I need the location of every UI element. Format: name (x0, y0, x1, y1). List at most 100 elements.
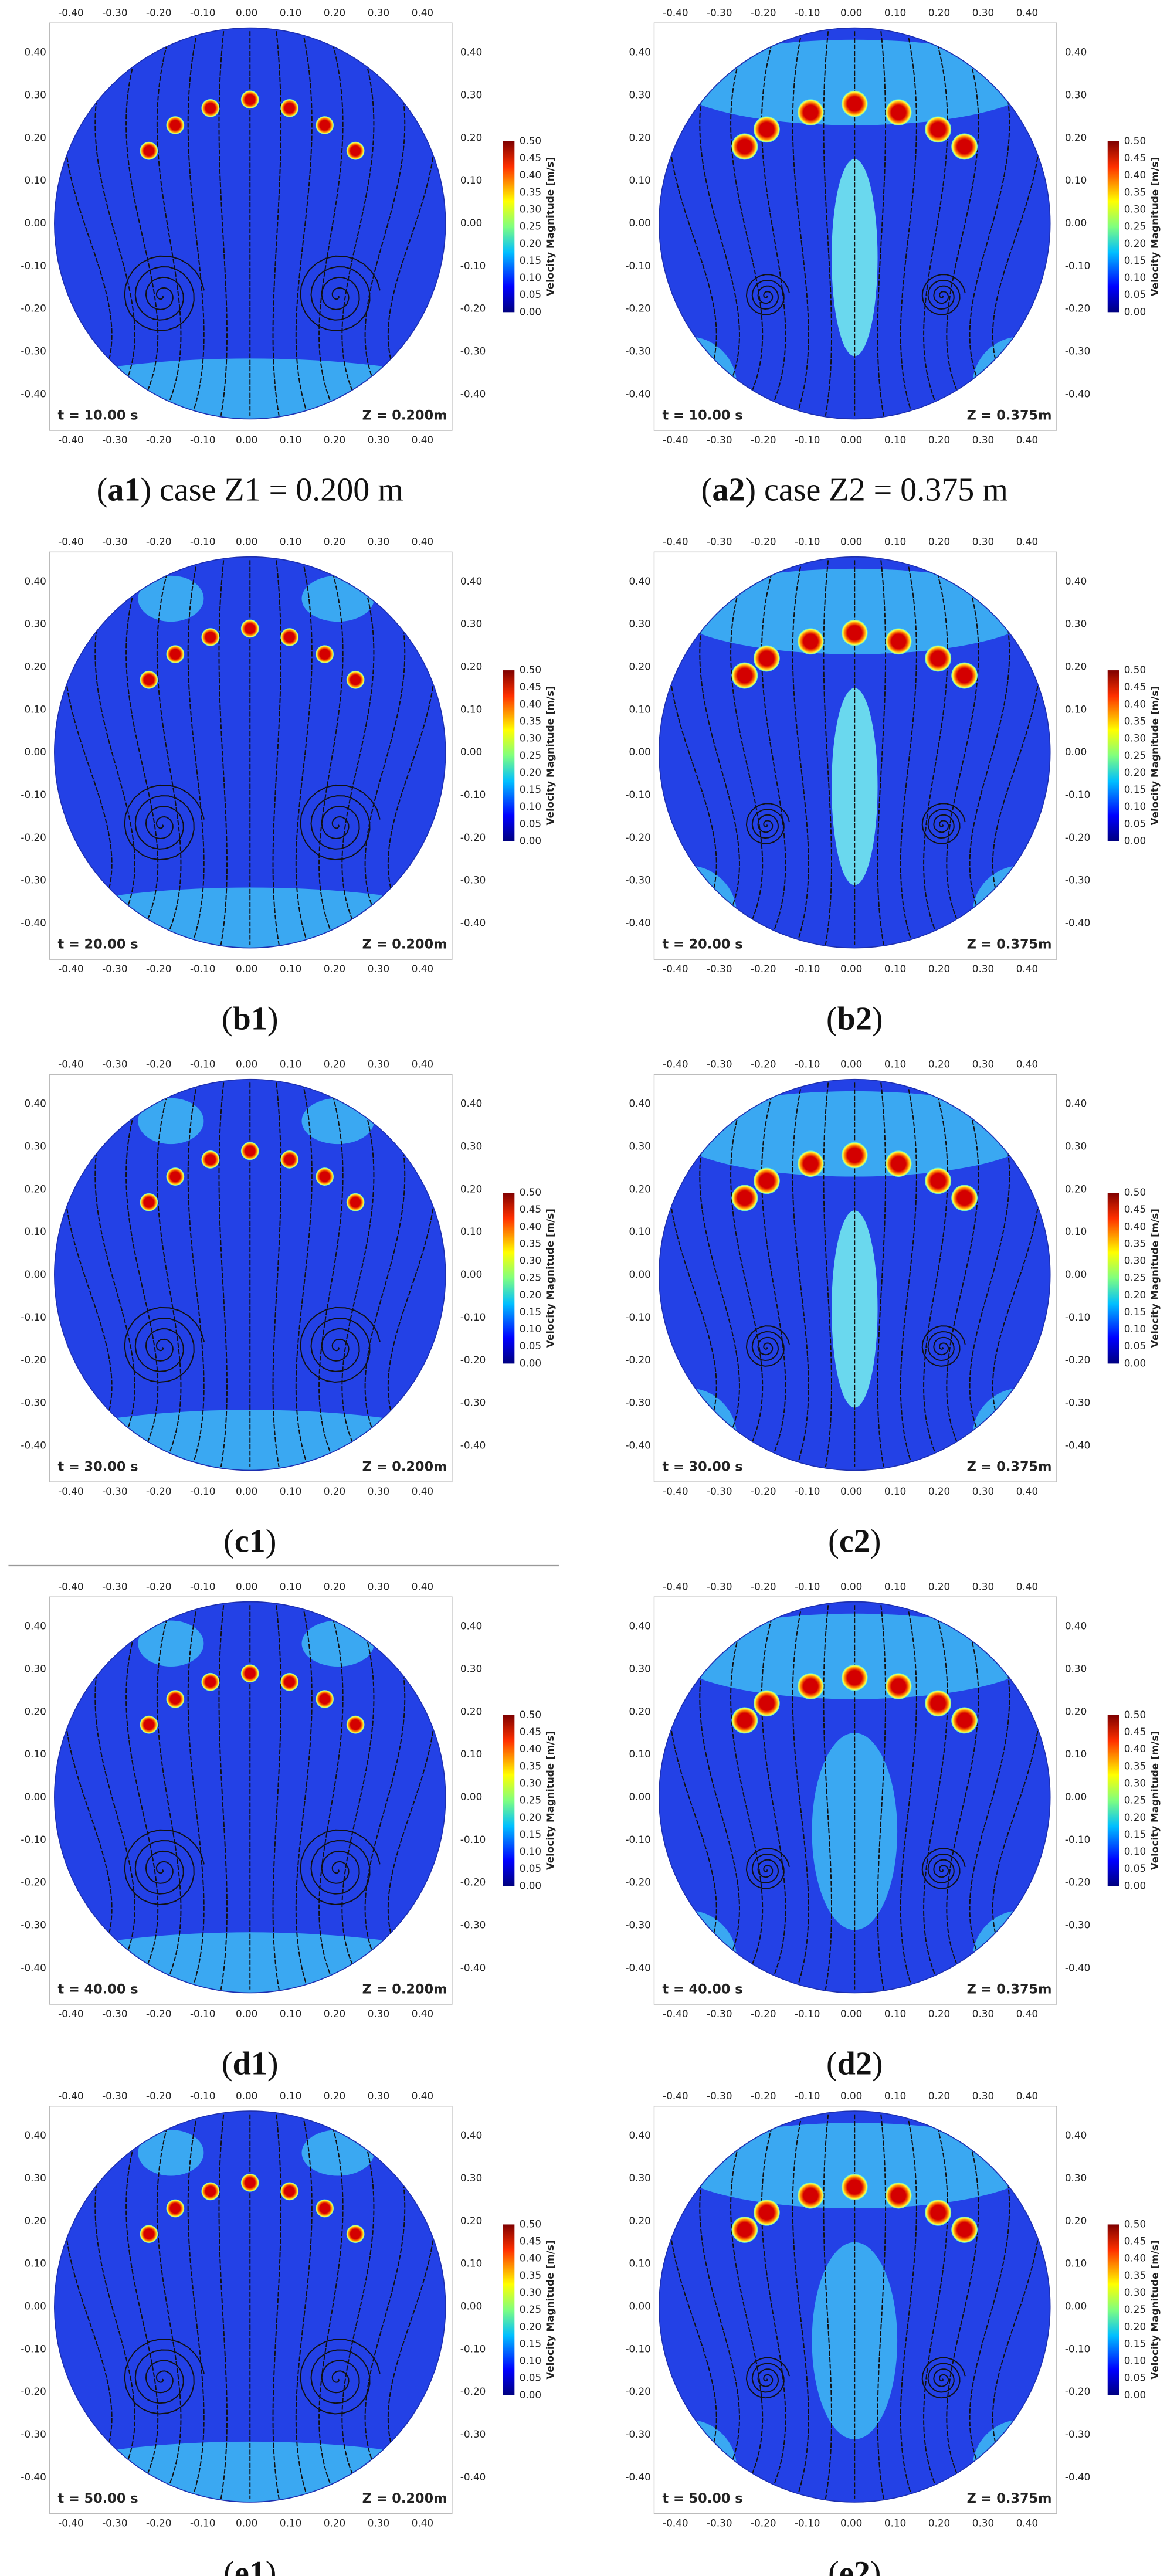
streamline (318, 560, 344, 945)
y-tick-label: 0.00 (1065, 1791, 1087, 1803)
streamline (187, 560, 205, 945)
caption-text: ) (267, 2045, 279, 2082)
x-tick-label: 0.00 (840, 963, 862, 975)
streamline (923, 1082, 948, 1468)
streamline (877, 1605, 887, 1990)
colorbar-tick-label: 0.05 (1124, 817, 1146, 829)
caption-open: ( (701, 471, 713, 508)
streamline (156, 1604, 182, 1990)
colorbar-tick-label: 0.05 (520, 1862, 541, 1874)
source (731, 662, 758, 689)
x-tick-label: 0.20 (928, 963, 950, 975)
y-tick-label: -0.40 (460, 388, 486, 399)
colorbar-tick-label: 0.00 (520, 1357, 541, 1369)
source (925, 116, 952, 143)
x-tick-label: 0.10 (884, 1485, 906, 1497)
y-tick-label: 0.20 (629, 131, 650, 143)
frame (49, 1596, 453, 2005)
y-tick-label: 0.40 (1065, 2129, 1087, 2141)
x-tick-label: 0.40 (412, 2008, 433, 2020)
colorbar (1107, 1715, 1119, 1886)
slow-region (674, 568, 1036, 654)
y-tick-label: 0.00 (460, 217, 482, 229)
y-tick-label: 0.20 (629, 1183, 650, 1194)
source (346, 670, 365, 689)
source (201, 2182, 220, 2201)
y-tick-label: 0.10 (1065, 1226, 1087, 1237)
y-tick-label: 0.30 (460, 2172, 482, 2184)
x-tick-label: -0.30 (102, 536, 127, 548)
y-tick-label: 0.40 (629, 1098, 650, 1109)
panel: -0.40 -0.40 -0.30 -0.30 -0.20 -0.20 -0.10 -0.10… (625, 536, 1161, 1037)
y-tick-label: -0.20 (625, 2385, 650, 2397)
colorbar-title: Velocity Magnitude [m/s] (1149, 157, 1161, 296)
streamline (187, 1082, 205, 1468)
y-tick-label: -0.30 (460, 874, 486, 886)
source (731, 2216, 758, 2243)
slow-region (674, 2123, 1036, 2208)
x-tick-label: 0.00 (236, 2517, 257, 2529)
source (316, 116, 334, 134)
x-tick-label: 0.10 (280, 6, 301, 18)
frame (653, 2106, 1057, 2514)
x-tick-label: -0.20 (751, 2090, 776, 2102)
source (731, 1707, 758, 1734)
x-tick-label: -0.30 (102, 434, 127, 446)
caption: (a1) case Z1 = 0.200 m (97, 471, 403, 508)
slow-region (138, 1098, 204, 1145)
y-tick-label: 0.00 (629, 2300, 650, 2312)
colorbar-tick-label: 0.10 (520, 2355, 541, 2367)
x-tick-label: -0.10 (795, 536, 820, 548)
outline (659, 1078, 1051, 1471)
y-tick-label: 0.20 (24, 1183, 46, 1194)
x-tick-label: -0.10 (190, 963, 215, 975)
source (753, 2199, 780, 2226)
y-tick-label: -0.30 (1065, 1919, 1090, 1931)
streamline (923, 1604, 948, 1990)
y-tick-label: 0.30 (460, 89, 482, 100)
y-tick-label: 0.40 (1065, 1620, 1087, 1632)
y-tick-label: 0.40 (460, 46, 482, 58)
caption-label: a2 (712, 471, 745, 508)
x-tick-label: 0.30 (972, 434, 994, 446)
caption: (d1) (222, 2045, 278, 2082)
x-tick-label: -0.30 (102, 2090, 127, 2102)
y-tick-label: 0.20 (1065, 660, 1087, 672)
x-tick-label: -0.30 (102, 963, 127, 975)
caption-text: ) (266, 1523, 277, 1559)
x-tick-label: 0.20 (928, 536, 950, 548)
streamline (946, 559, 979, 945)
x-tick-label: 0.10 (280, 2008, 301, 2020)
x-tick-label: -0.10 (795, 1485, 820, 1497)
source (731, 1185, 758, 1211)
z-label: Z = 0.200m (362, 1981, 447, 1997)
x-tick-label: -0.40 (663, 2090, 688, 2102)
colorbar-tick-label: 0.25 (520, 220, 541, 232)
x-tick-label: 0.20 (324, 6, 345, 18)
x-tick-label: -0.10 (795, 6, 820, 18)
colorbar-tick-label: 0.30 (520, 732, 541, 744)
colorbar-tick-label: 0.40 (1124, 169, 1146, 181)
colorbar (503, 1193, 515, 1364)
x-tick-label: 0.00 (840, 2517, 862, 2529)
y-tick-label: -0.20 (21, 303, 46, 314)
x-tick-label: -0.30 (102, 2008, 127, 2020)
source (240, 2173, 259, 2192)
outline (54, 556, 446, 949)
streamline (341, 1604, 375, 1990)
y-tick-label: -0.40 (460, 2471, 486, 2483)
y-tick-label: 0.30 (24, 1662, 46, 1674)
colorbar-title: Velocity Magnitude [m/s] (544, 157, 556, 296)
y-tick-label: 0.20 (460, 1183, 482, 1194)
x-tick-label: -0.10 (795, 963, 820, 975)
caption-text: ) (872, 1000, 883, 1037)
y-tick-label: 0.00 (24, 746, 46, 758)
x-tick-label: 0.40 (412, 2517, 433, 2529)
colorbar-title: Velocity Magnitude [m/s] (1149, 1209, 1161, 1348)
x-tick-label: 0.40 (1016, 963, 1038, 975)
colorbar-tick-label: 0.45 (1124, 2235, 1146, 2247)
y-tick-label: 0.10 (629, 174, 650, 186)
caption-label: e2 (839, 2555, 870, 2576)
y-tick-label: -0.40 (460, 917, 486, 929)
y-tick-label: 0.40 (629, 2129, 650, 2141)
